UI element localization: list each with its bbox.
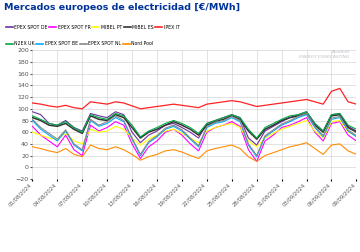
Legend: N2EX UK, EPEX SPOT BE, EPEX SPOT NL, Nord Pool: N2EX UK, EPEX SPOT BE, EPEX SPOT NL, Nor…	[6, 41, 153, 46]
Legend: EPEX SPOT DE, EPEX SPOT FR, MIBEL PT, MIBEL ES, IPEX IT: EPEX SPOT DE, EPEX SPOT FR, MIBEL PT, MI…	[6, 25, 180, 30]
Text: Mercados europeos de electricidad [€/MWh]: Mercados europeos de electricidad [€/MWh…	[4, 3, 240, 12]
Text: AleaSoft
ENERGY FORECASTING: AleaSoft ENERGY FORECASTING	[299, 50, 349, 59]
